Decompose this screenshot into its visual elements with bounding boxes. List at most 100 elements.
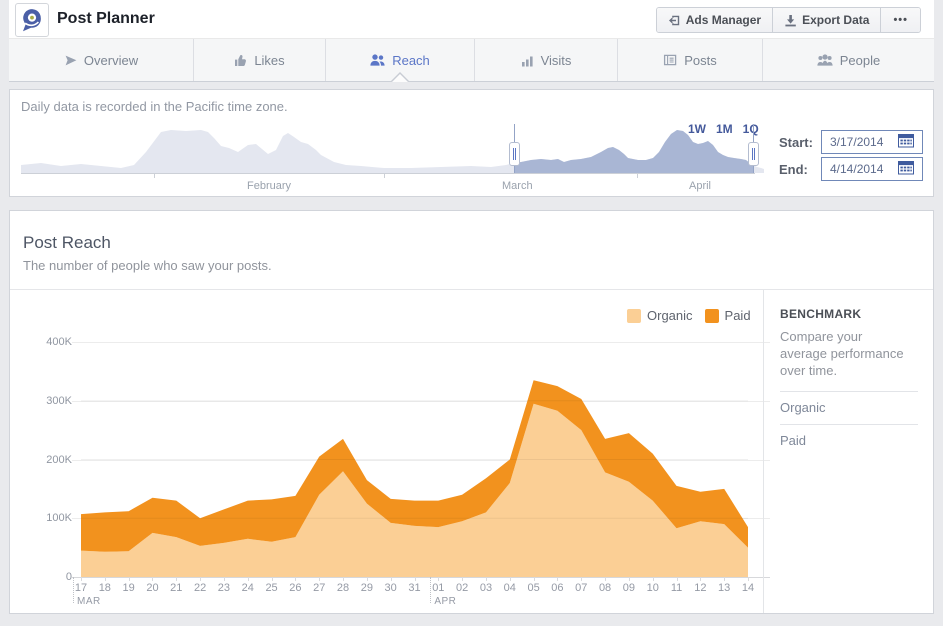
page-title: Post Planner [57,10,155,27]
tab-likes[interactable]: Likes [193,39,325,81]
x-tick-label: 24 [241,582,254,594]
timeline-sparkline[interactable] [20,122,765,174]
x-tick-label: 06 [551,582,564,594]
benchmark-heading: BENCHMARK [780,307,862,321]
section-subtitle: The number of people who saw your posts. [23,258,272,273]
tab-label: Reach [392,52,430,68]
gridline [72,342,770,343]
gridline [72,400,770,402]
x-tick [509,577,511,581]
range-end-handle[interactable] [748,124,759,173]
chart-legend: Organic Paid [627,308,751,323]
tab-people[interactable]: People [762,39,934,81]
benchmark-item-organic[interactable]: Organic [780,391,918,424]
tab-label: Visits [540,52,572,68]
top-bar: Post Planner Ads Manager Export Data ••• [9,0,934,39]
range-start-handle[interactable] [509,124,520,173]
month-separator [430,577,432,603]
start-handle-grip[interactable] [509,142,520,166]
end-date-row: End: 4/14/2014 [779,157,923,181]
export-data-button[interactable]: Export Data [772,8,881,32]
x-tick [128,577,130,581]
x-tick-label: 28 [336,582,350,594]
tab-overview[interactable]: Overview [9,39,193,81]
legend-paid: Paid [704,308,751,323]
x-tick [485,577,487,581]
x-tick-label: 03 [479,582,493,594]
x-tick-label: 17 [74,582,88,594]
x-tick-label: 13 [718,582,731,594]
tab-visits[interactable]: Visits [474,39,617,81]
x-tick-label: 02 [456,582,469,594]
x-tick-label: 27 [313,582,326,594]
start-calendar-icon[interactable] [898,133,914,148]
x-tick-label: 26 [289,582,302,594]
post-planner-logo-icon [23,9,41,32]
x-tick-label: 30 [384,582,397,594]
x-tick-label: 21 [170,582,183,594]
flag-icon [64,54,77,67]
x-tick [438,577,440,581]
x-tick-label: 23 [217,582,231,594]
x-tick [343,577,345,581]
timeline-axis [21,173,755,174]
end-calendar-icon[interactable] [898,160,914,175]
ads-manager-button[interactable]: Ads Manager [656,8,773,32]
more-options-button[interactable]: ••• [880,8,920,32]
page-avatar[interactable] [15,3,49,37]
x-tick [748,577,749,581]
y-tick-label: 100K [46,512,72,525]
month-label: APR [434,596,457,607]
start-date-row: Start: 3/17/2014 [779,130,923,154]
tab-reach[interactable]: Reach [325,39,474,82]
benchmark-list: Organic Paid [780,391,918,457]
tab-posts[interactable]: Posts [617,39,762,81]
x-tick-label: 12 [694,582,707,594]
y-tick-label: 200K [46,453,72,466]
range-1m-button[interactable]: 1M [716,122,733,136]
x-tick-label: 10 [646,582,659,594]
x-tick [176,577,178,581]
x-tick-label: 08 [598,582,612,594]
x-tick-label: 05 [527,582,540,594]
month-label-march: March [502,180,533,192]
tab-label: Posts [684,52,717,68]
x-tick [390,577,392,581]
x-tick [581,577,583,581]
x-tick [271,577,273,581]
end-handle-grip[interactable] [748,142,759,166]
month-label-february: February [247,180,292,192]
post-reach-card: Post Reach The number of people who saw … [9,210,934,614]
month-tick [384,174,385,178]
x-tick [366,577,368,581]
post-reach-area-chart [81,380,748,577]
tab-label: Overview [83,52,139,68]
list-box-icon [663,54,677,66]
section-divider [10,289,933,290]
x-tick [724,577,726,581]
y-tick-label: 0 [65,571,72,583]
benchmark-description: Compare your average performance over ti… [780,329,904,378]
x-tick-label: 31 [408,582,421,594]
x-tick [295,577,297,581]
x-tick-label: 19 [122,582,135,594]
x-tick [676,577,678,581]
x-tick-label: 04 [503,582,516,594]
ellipsis-icon: ••• [893,14,908,26]
x-tick [557,577,559,581]
range-1q-button[interactable]: 1Q [742,122,759,136]
tab-label: People [839,52,881,68]
benchmark-item-paid[interactable]: Paid [780,424,918,457]
download-icon [784,14,797,27]
x-tick [533,577,535,581]
paid-swatch [704,308,719,323]
x-tick [223,577,225,581]
timezone-note: Daily data is recorded in the Pacific ti… [21,99,288,114]
x-tick [652,577,654,581]
month-label: MAR [77,596,101,607]
tab-label: Likes [254,52,285,68]
x-tick-label: 01 [432,582,445,594]
x-tick-label: 29 [360,582,373,594]
range-1w-button[interactable]: 1W [688,122,706,136]
